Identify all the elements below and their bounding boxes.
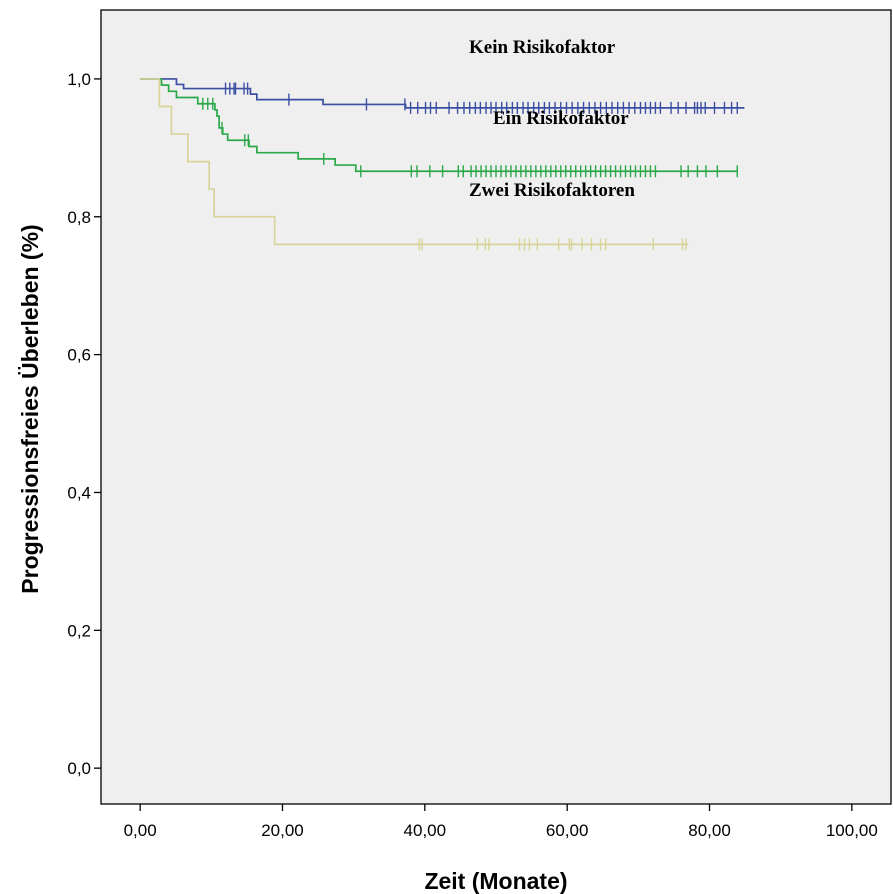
y-tick-label: 0,0 [67, 759, 91, 778]
y-tick-label: 0,2 [67, 621, 91, 640]
y-tick-label: 0,6 [67, 346, 91, 365]
x-tick-label: 0,00 [124, 821, 157, 840]
annotation-zwei: Zwei Risikofaktoren [469, 180, 635, 201]
x-tick-label: 60,00 [546, 821, 589, 840]
plot-area [100, 9, 892, 805]
x-tick-label: 80,00 [688, 821, 731, 840]
survival-curve [140, 78, 689, 246]
series-1 [140, 78, 738, 178]
annotation-ein: Ein Risikofaktor [493, 108, 629, 129]
series-0 [140, 78, 745, 114]
y-axis-ticks: 0,0 0,2 0,4 0,6 0,8 1,0 [67, 70, 101, 778]
x-axis-ticks: 0,00 20,00 40,00 60,00 80,00 100,00 [124, 804, 878, 840]
y-tick-label: 0,8 [67, 208, 91, 227]
y-tick-label: 0,4 [67, 483, 91, 502]
survival-curve [140, 78, 738, 173]
x-tick-label: 40,00 [404, 821, 447, 840]
y-tick-label: 1,0 [67, 70, 91, 89]
x-tick-label: 100,00 [826, 821, 878, 840]
series-layer [140, 78, 745, 251]
y-axis-title: Progressionsfreies Überleben (%) [17, 224, 43, 593]
series-2 [140, 78, 689, 251]
x-tick-label: 20,00 [261, 821, 304, 840]
survival-curve [140, 78, 745, 109]
x-axis-title: Zeit (Monate) [424, 868, 567, 894]
annotation-kein: Kein Risikofaktor [469, 37, 616, 58]
